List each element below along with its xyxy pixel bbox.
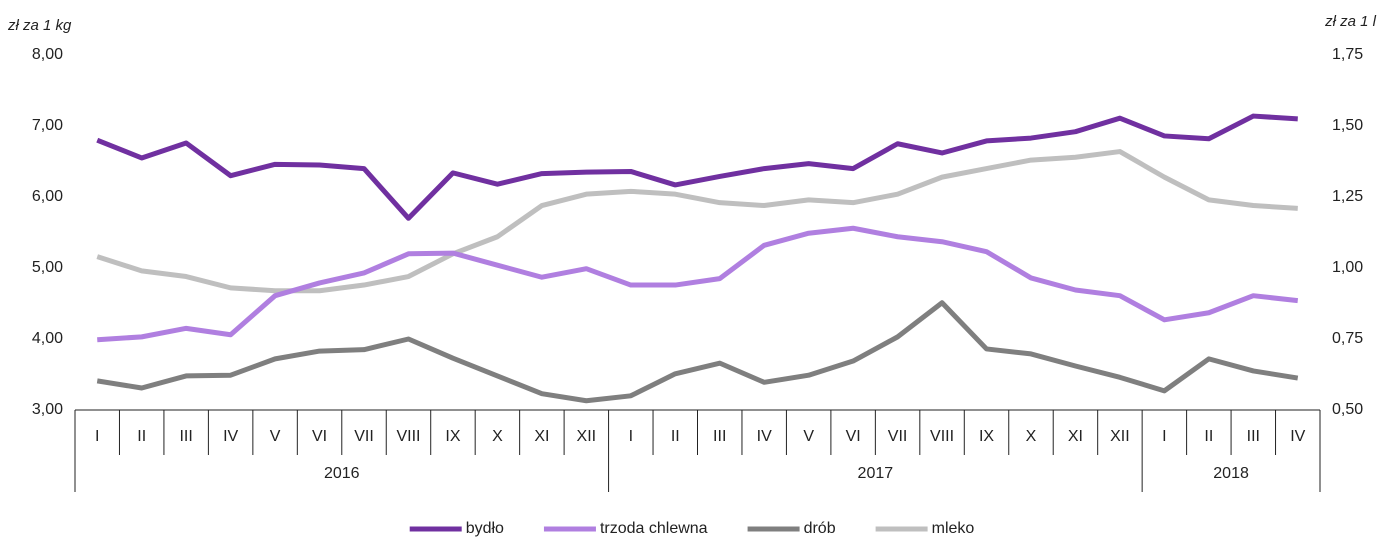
y2-tick-label: 0,50	[1332, 401, 1363, 418]
x-tick-label: I	[95, 428, 99, 445]
y-tick-label: 6,00	[32, 188, 63, 205]
x-tick-label: VIII	[396, 428, 420, 445]
x-tick-label: VI	[312, 428, 327, 445]
x-tick-label: XII	[1110, 428, 1130, 445]
y-tick-label: 5,00	[32, 259, 63, 276]
x-tick-label: X	[492, 428, 503, 445]
series-line	[96, 113, 1298, 221]
y-axis-title: zł za 1 kg	[7, 17, 72, 34]
legend-label: drób	[804, 520, 836, 537]
y2-tick-label: 1,00	[1332, 259, 1363, 276]
series-line	[97, 225, 1299, 343]
y2-tick-label: 1,25	[1332, 188, 1363, 205]
x-tick-label: III	[713, 428, 726, 445]
y-tick-label: 7,00	[32, 117, 63, 134]
x-tick-label: III	[1247, 428, 1260, 445]
legend-label: bydło	[466, 520, 504, 537]
legend-label: trzoda chlewna	[600, 520, 708, 537]
y2-axis-title: zł za 1 l	[1324, 13, 1377, 30]
series-line	[96, 149, 1298, 294]
x-tick-label: V	[270, 428, 281, 445]
series-line	[96, 300, 1299, 404]
x-tick-label: VIII	[930, 428, 954, 445]
x-tick-label: IV	[1290, 428, 1305, 445]
x-tick-label: XII	[577, 428, 597, 445]
x-tick-label: IV	[757, 428, 772, 445]
x-tick-label: VII	[888, 428, 908, 445]
y2-tick-label: 1,50	[1332, 117, 1363, 134]
legend-label: mleko	[932, 520, 975, 537]
y-tick-label: 3,00	[32, 401, 63, 418]
x-tick-label: IX	[979, 428, 994, 445]
x-tick-label: III	[179, 428, 192, 445]
x-tick-label: I	[629, 428, 633, 445]
x-tick-label: I	[1162, 428, 1166, 445]
y2-tick-label: 0,75	[1332, 330, 1363, 347]
x-tick-label: II	[1204, 428, 1213, 445]
year-label: 2016	[324, 465, 360, 482]
x-tick-label: XI	[1068, 428, 1083, 445]
x-tick-label: II	[137, 428, 146, 445]
year-label: 2017	[858, 465, 894, 482]
y-tick-label: 4,00	[32, 330, 63, 347]
x-tick-label: XI	[534, 428, 549, 445]
year-label: 2018	[1213, 465, 1249, 482]
x-tick-label: IX	[445, 428, 460, 445]
x-tick-label: V	[803, 428, 814, 445]
x-tick-label: VII	[354, 428, 374, 445]
x-tick-label: X	[1026, 428, 1037, 445]
x-tick-label: VI	[846, 428, 861, 445]
y2-tick-label: 1,75	[1332, 46, 1363, 63]
y-tick-label: 8,00	[32, 46, 63, 63]
x-tick-label: IV	[223, 428, 238, 445]
x-tick-label: II	[671, 428, 680, 445]
